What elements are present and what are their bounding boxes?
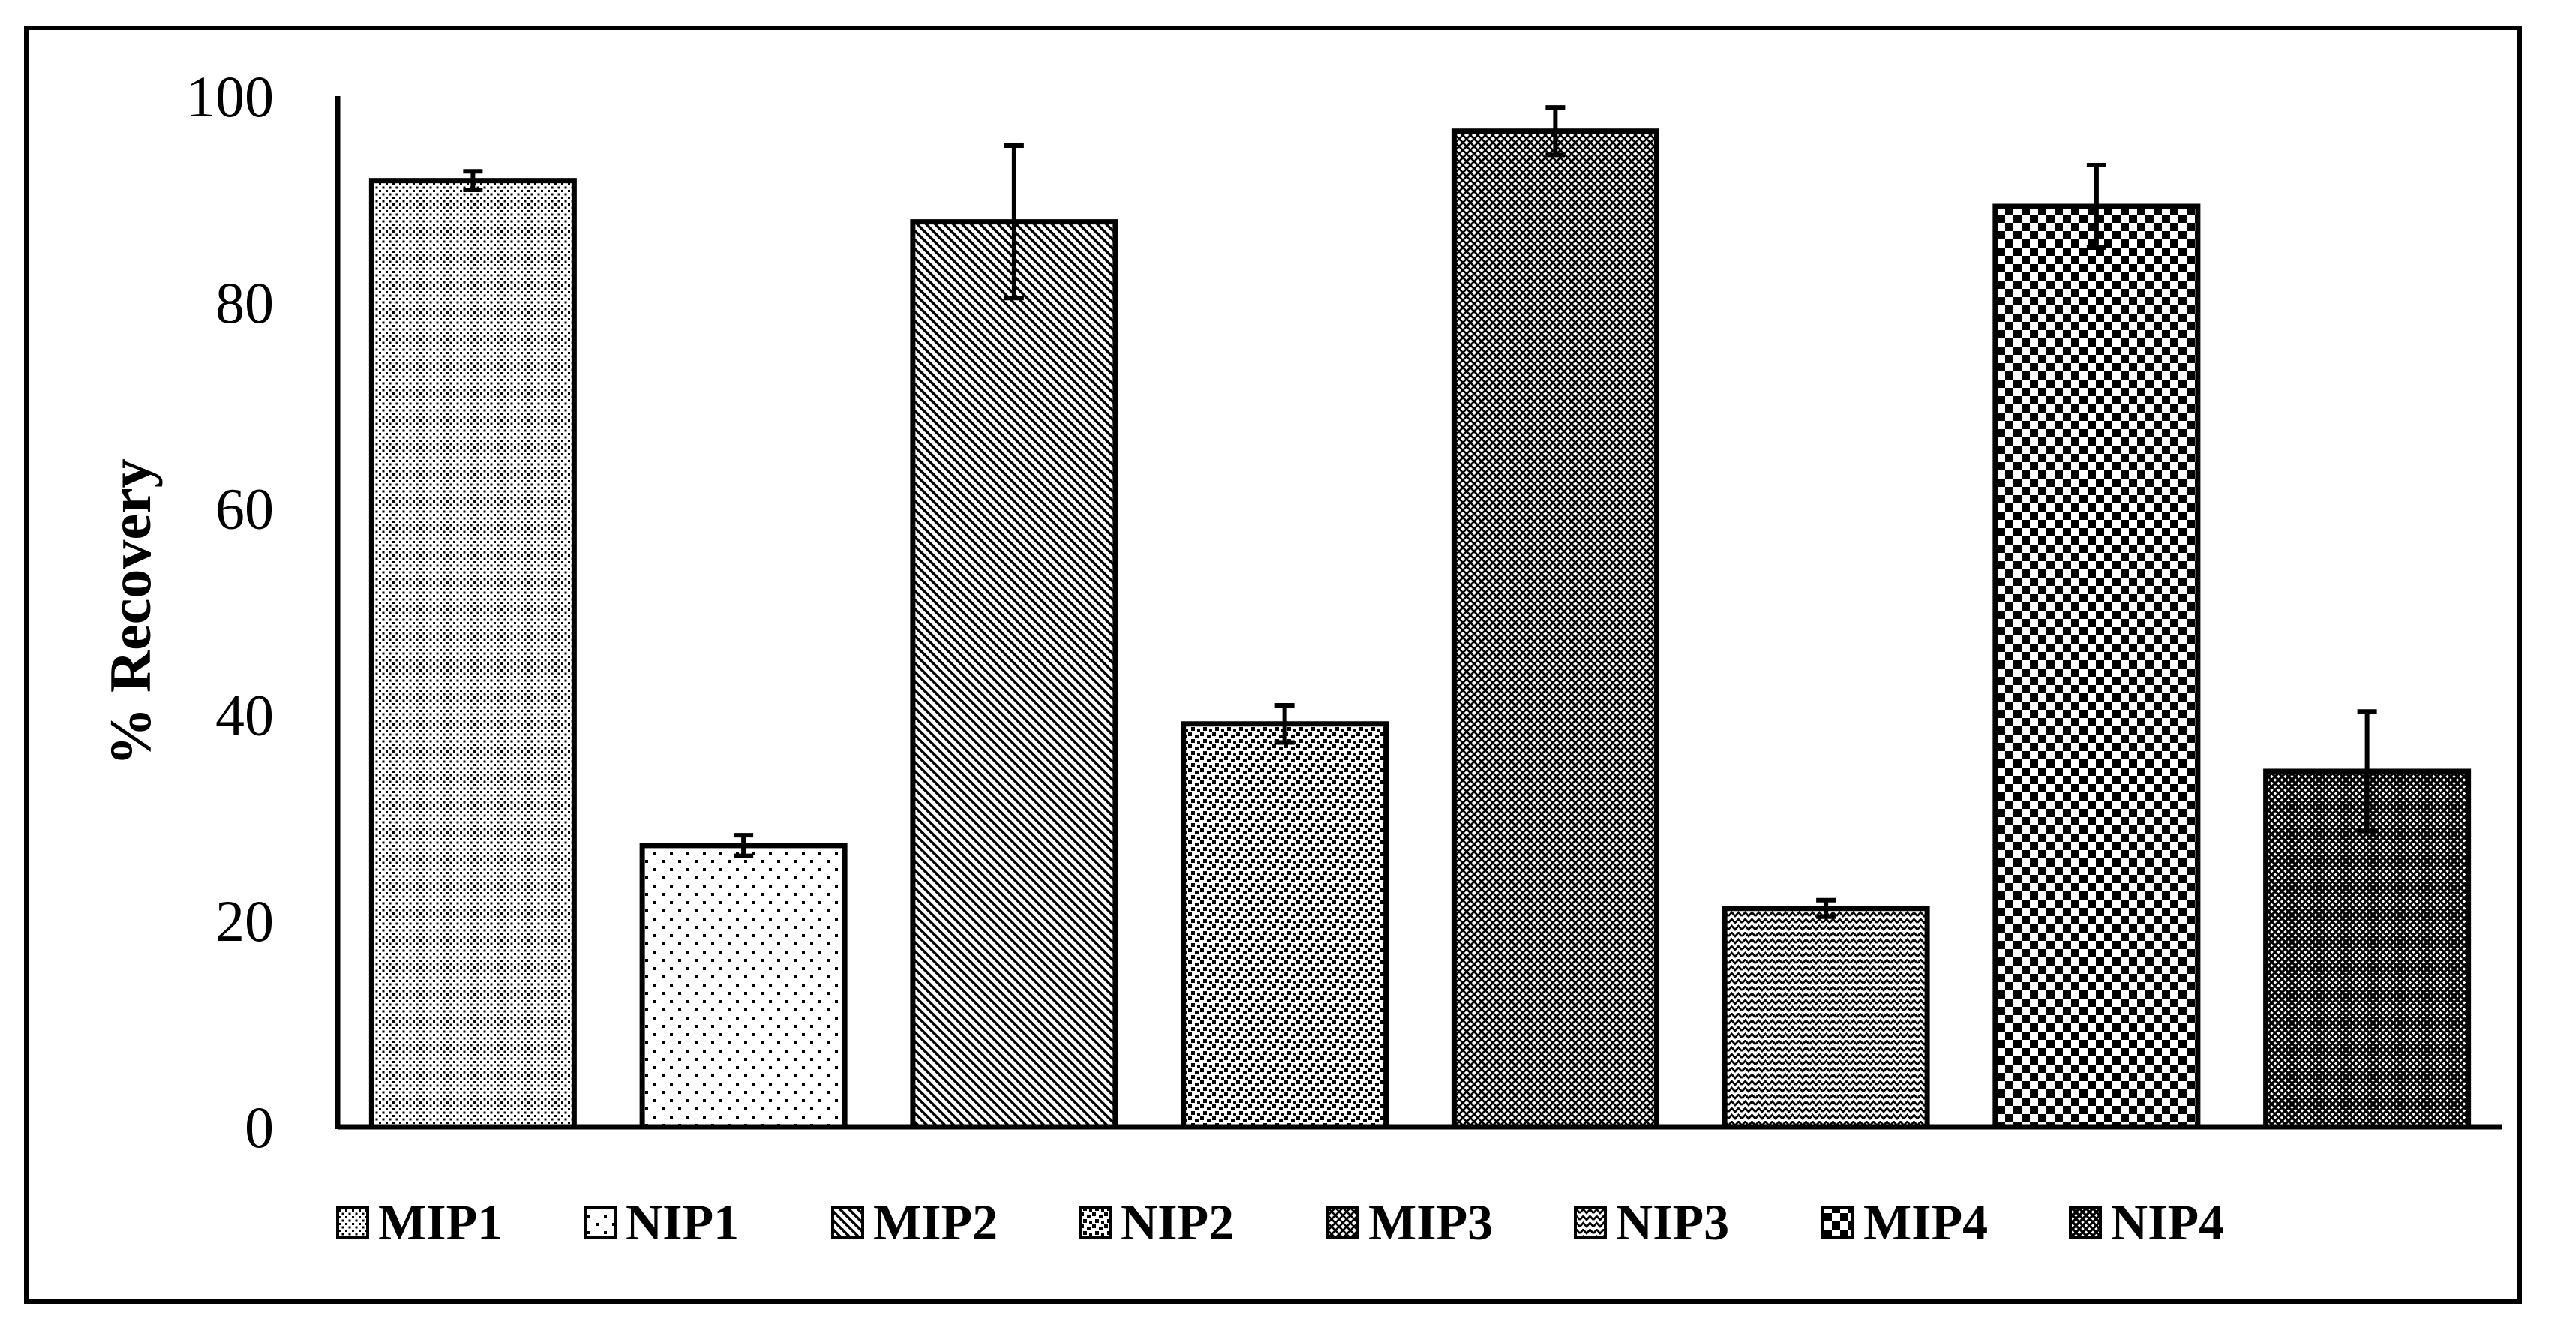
error-bar-mip3 (1545, 105, 1566, 158)
legend-swatch (1821, 1206, 1854, 1239)
bar-mip2 (910, 219, 1118, 1130)
bar-nip2 (1181, 721, 1389, 1130)
legend-label: MIP2 (873, 1194, 998, 1251)
y-tick-label: 40 (215, 682, 274, 747)
error-bar-nip3 (1816, 897, 1836, 919)
error-bars-layer (463, 105, 2377, 919)
legend-label: MIP1 (378, 1194, 503, 1251)
error-bar-nip4 (2357, 709, 2377, 834)
legend-swatch (336, 1206, 369, 1239)
bar-nip3 (1722, 906, 1930, 1130)
legend-item-mip4: MIP4 (1821, 1194, 1988, 1251)
y-tick-label: 0 (245, 1095, 274, 1160)
legend-item-mip1: MIP1 (336, 1194, 503, 1251)
error-bar-mip1 (463, 169, 483, 193)
legend-swatch (1079, 1206, 1112, 1239)
axes-layer (335, 96, 2502, 1130)
error-bar-mip4 (2086, 163, 2106, 250)
legend-swatch (831, 1206, 864, 1239)
error-bar-mip2 (1004, 143, 1024, 301)
legend-item-nip4: NIP4 (2069, 1194, 2224, 1251)
y-tick-label: 80 (215, 270, 274, 335)
bar-mip1 (368, 178, 577, 1130)
error-bar-nip2 (1274, 703, 1295, 745)
legend-label: NIP1 (626, 1194, 739, 1251)
legend-item-nip3: NIP3 (1574, 1194, 1729, 1251)
legend-label: MIP4 (1863, 1194, 1988, 1251)
legend-swatch (1574, 1206, 1607, 1239)
legend-label: MIP3 (1368, 1194, 1493, 1251)
y-axis-title: % Recovery (98, 458, 163, 765)
legend-item-mip2: MIP2 (831, 1194, 998, 1251)
legend-swatch (1326, 1206, 1359, 1239)
bar-nip1 (639, 843, 848, 1130)
legend-label: NIP2 (1121, 1194, 1234, 1251)
y-tick-label: 60 (215, 476, 274, 542)
legend-label: NIP3 (1616, 1194, 1729, 1251)
y-tick-label: 100 (186, 64, 274, 129)
legend-label: NIP4 (2111, 1194, 2224, 1251)
bar-mip4 (1992, 203, 2201, 1130)
legend-item-nip2: NIP2 (1079, 1194, 1234, 1251)
y-tick-labels: 0 20 40 60 80 100 (186, 64, 274, 1160)
legend-swatch (2069, 1206, 2102, 1239)
y-tick-label: 20 (215, 888, 274, 954)
legend: MIP1 NIP1 MIP2 NIP2 MIP3 NIP3 MIP4 NIP4 (336, 1194, 2224, 1251)
bars-layer (368, 128, 2472, 1130)
legend-item-mip3: MIP3 (1326, 1194, 1493, 1251)
legend-swatch (584, 1206, 617, 1239)
bar-mip3 (1451, 128, 1659, 1130)
legend-item-nip1: NIP1 (584, 1194, 739, 1251)
error-bar-nip1 (734, 833, 754, 858)
